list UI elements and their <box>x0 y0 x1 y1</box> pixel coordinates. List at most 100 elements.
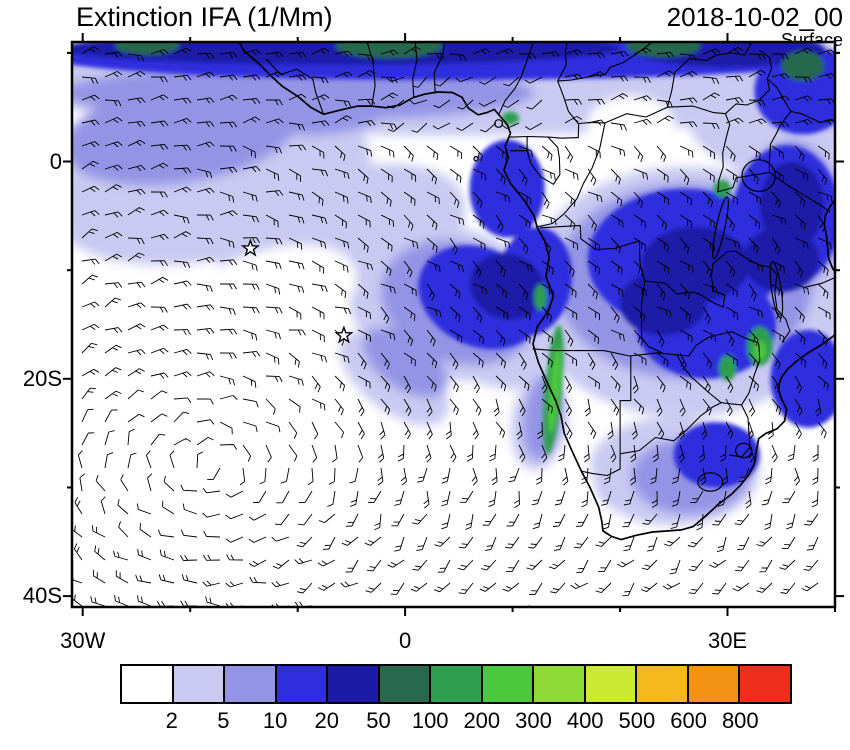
contour-blob <box>620 270 707 336</box>
contour-blob <box>781 50 825 82</box>
contour-blob <box>534 284 547 311</box>
colorbar-level-label: 200 <box>463 708 501 733</box>
contour-blob <box>233 87 384 136</box>
map-canvas <box>63 33 844 616</box>
country-border <box>619 402 722 455</box>
colorbar-cell <box>686 666 739 702</box>
colorbar-cell <box>223 666 275 702</box>
colorbar-cell <box>738 666 790 702</box>
country-border <box>526 136 561 185</box>
colorbar-level-label: 500 <box>618 708 656 733</box>
country-border <box>731 331 761 406</box>
map-plot-area <box>63 33 844 616</box>
colorbar-level-label: 50 <box>366 708 391 733</box>
colorbar-level-label: 100 <box>411 708 449 733</box>
country-border <box>641 280 663 354</box>
country-border <box>803 276 835 289</box>
eswatini-border <box>735 442 753 459</box>
sao-tome-island <box>473 156 479 162</box>
country-border <box>537 122 606 228</box>
colorbar-level-label: 400 <box>566 708 604 733</box>
colorbar-cell <box>377 666 430 702</box>
y-axis-label: 0 <box>49 148 62 174</box>
colorbar-cell <box>635 666 687 702</box>
contour-blob <box>625 42 701 58</box>
country-border <box>580 468 621 477</box>
lake-malawi-outline <box>769 261 784 319</box>
country-border <box>557 42 652 82</box>
x-axis-label: 30W <box>60 628 106 653</box>
country-border <box>433 42 446 94</box>
colorbar-cell <box>171 666 224 702</box>
axis-ticks <box>63 33 844 616</box>
colorbar-level-label: 800 <box>721 708 759 733</box>
contour-blob <box>362 327 448 398</box>
lake-victoria-outline <box>741 159 777 193</box>
contour-blob <box>153 245 357 372</box>
contour-blob <box>718 355 737 381</box>
x-axis-label: 30E <box>707 628 748 653</box>
contour-blob <box>72 291 158 423</box>
contour-blob <box>501 111 520 125</box>
country-border <box>717 113 731 193</box>
star-marker <box>334 325 354 344</box>
colorbar-cell <box>532 666 584 702</box>
colorbar-cell <box>274 666 327 702</box>
colorbar-cell <box>583 666 636 702</box>
contour-blob <box>470 253 545 320</box>
chart-datetime: 2018-10-02_00 <box>666 2 843 32</box>
country-border <box>717 171 770 193</box>
country-border <box>666 42 753 108</box>
y-axis-label: 20S <box>22 365 62 391</box>
contour-blob <box>759 161 825 249</box>
colorbar-cell <box>326 666 378 702</box>
country-border <box>676 354 722 404</box>
country-border <box>619 355 632 470</box>
contour-blob <box>743 226 819 292</box>
y-axis-label: 40S <box>22 583 62 609</box>
star-marker <box>240 238 260 257</box>
colorbar-level-label: 10 <box>262 708 288 733</box>
country-border <box>577 105 726 139</box>
contour-blob <box>587 96 674 151</box>
country-border <box>676 331 733 357</box>
wind-barbs-layer <box>72 46 835 607</box>
lake-tanganyika-outline <box>712 196 729 260</box>
colorbar-labels: 2 5 10 20 50 100 200 300 400 500 600 800 <box>120 708 792 738</box>
contour-blob <box>673 422 760 488</box>
country-border <box>644 250 737 308</box>
map-frame <box>70 40 837 609</box>
country-border <box>760 265 791 343</box>
country-border <box>498 42 534 116</box>
colorbar-cell <box>429 666 481 702</box>
colorbar-level-label: 300 <box>515 708 552 733</box>
contour-blob <box>501 536 782 607</box>
colorbar-cell <box>122 666 172 702</box>
country-border <box>720 402 743 406</box>
contour-blob <box>713 180 731 198</box>
country-border <box>735 250 762 267</box>
colorbar-level-label: 2 <box>165 708 178 733</box>
country-border <box>724 78 770 115</box>
contour-blob <box>469 139 545 238</box>
colorbar-cell <box>480 666 533 702</box>
country-border <box>539 225 646 282</box>
colorbar-level-label: 600 <box>670 708 707 733</box>
map-content <box>72 42 835 607</box>
country-border <box>265 58 325 115</box>
colorbar-level-label: 5 <box>217 708 230 733</box>
bioko-island <box>494 119 504 128</box>
country-border <box>532 348 678 357</box>
country-border <box>759 50 835 123</box>
country-border <box>768 171 831 213</box>
country-border <box>366 42 376 107</box>
x-axis-label: 0 <box>399 628 412 653</box>
contour-fill-core-layer <box>72 42 835 488</box>
contour-blob <box>115 42 180 56</box>
country-border <box>412 42 418 98</box>
chart-title: Extinction IFA (1/Mm) <box>76 2 333 32</box>
lesotho-border <box>697 472 724 492</box>
colorbar <box>120 664 792 704</box>
colorbar-level-label: 20 <box>314 708 340 733</box>
